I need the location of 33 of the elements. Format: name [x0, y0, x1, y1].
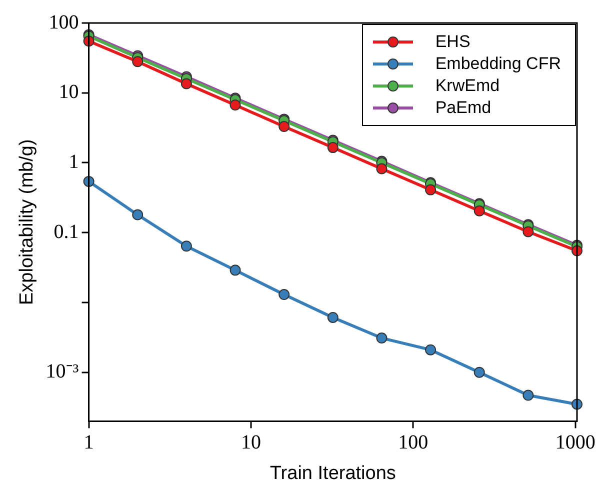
point — [327, 312, 338, 323]
y-tick-label: 10⁻³ — [46, 360, 79, 383]
point — [327, 142, 338, 154]
y-tick-label: 0.1 — [54, 220, 79, 243]
point — [425, 344, 436, 356]
point — [180, 78, 192, 90]
y-tick-label: 100 — [48, 11, 79, 34]
x-axis-title: Train Iterations — [270, 462, 396, 484]
point — [132, 209, 144, 220]
legend-label: PaEmd — [435, 97, 492, 119]
point — [180, 240, 192, 252]
point — [376, 163, 388, 174]
y-axis-title: Exploitability (mb/g) — [16, 139, 38, 305]
point — [474, 205, 485, 216]
point — [278, 121, 290, 132]
y-tick-label: 10 — [58, 81, 79, 104]
legend-label: KrwEmd — [435, 75, 500, 97]
point — [278, 289, 290, 300]
x-tick-label: 100 — [398, 431, 428, 454]
point — [230, 264, 241, 276]
legend-label: EHS — [435, 31, 470, 53]
x-tick-label: 1000 — [555, 431, 596, 454]
point — [522, 226, 534, 238]
point — [230, 100, 241, 111]
point — [474, 366, 485, 378]
x-tick-label: 10 — [240, 431, 261, 454]
x-tick-label: 1 — [84, 431, 94, 454]
point — [425, 184, 436, 196]
point — [522, 390, 534, 401]
legend-label: Embedding CFR — [435, 53, 561, 75]
y-tick-label: 1 — [68, 150, 79, 173]
point — [132, 56, 144, 68]
point — [376, 332, 388, 344]
